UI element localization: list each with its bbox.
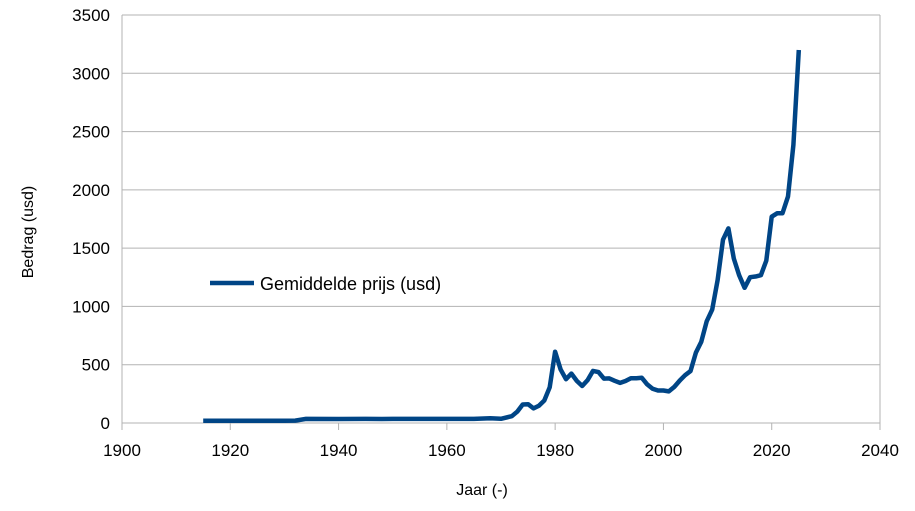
- y-tick-label: 2000: [72, 181, 110, 200]
- y-tick-label: 3000: [72, 64, 110, 83]
- y-tick-label: 1000: [72, 297, 110, 316]
- x-tick-label: 1900: [103, 441, 141, 460]
- gridlines: [122, 14, 880, 366]
- x-axis-title: Jaar (-): [456, 482, 508, 499]
- x-tick-label: 1940: [320, 441, 358, 460]
- x-tick-label: 2000: [645, 441, 683, 460]
- y-tick-label: 2500: [72, 123, 110, 142]
- y-tick-label: 1500: [72, 239, 110, 258]
- series-line: [203, 49, 802, 424]
- x-tick-label: 1980: [536, 441, 574, 460]
- y-tick-label: 500: [82, 356, 110, 375]
- y-tick-label: 3500: [72, 6, 110, 25]
- y-tick-label: 0: [101, 414, 110, 433]
- legend: Gemiddelde prijs (usd): [210, 274, 441, 294]
- axes: [121, 15, 881, 430]
- legend-label: Gemiddelde prijs (usd): [260, 274, 441, 294]
- x-tick-label: 1960: [428, 441, 466, 460]
- x-tick-label: 2020: [753, 441, 791, 460]
- x-tick-label: 1920: [211, 441, 249, 460]
- tick-labels: 0 500 1000 1500 2000 2500 3000 3500 1900 1920 1940…: [72, 6, 899, 460]
- y-axis-title: Bedrag (usd): [20, 186, 37, 279]
- series-lines: [203, 49, 802, 424]
- x-tick-label: 2040: [861, 441, 899, 460]
